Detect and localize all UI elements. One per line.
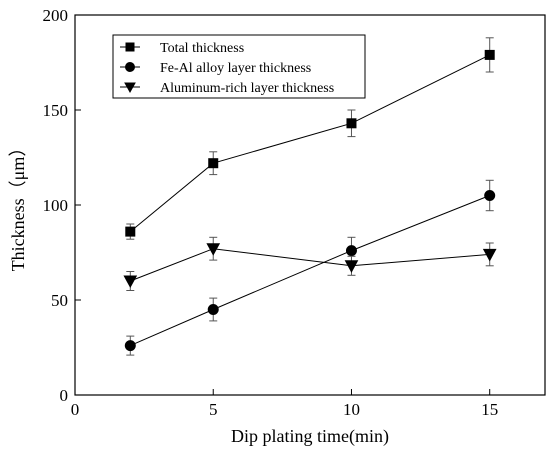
legend: Total thickness Fe-Al alloy layer thickn… — [112, 34, 366, 99]
x-tick-label: 0 — [71, 400, 80, 419]
data-point-square — [208, 158, 219, 169]
data-point-circle — [207, 304, 219, 315]
series-0 — [125, 37, 495, 240]
data-point-circle — [484, 190, 496, 201]
triangle-down-marker-icon — [124, 82, 136, 94]
y-tick-label: 50 — [51, 291, 68, 310]
y-axis-title: Thickness（μm） — [8, 139, 28, 272]
data-point-triangle-down — [123, 275, 138, 289]
data-point-circle — [124, 340, 136, 352]
legend-item-total: Total thickness — [120, 41, 244, 56]
x-tick-label: 15 — [481, 400, 498, 419]
series-1 — [124, 179, 496, 356]
x-tick-label: 5 — [209, 400, 218, 419]
data-point-circle — [345, 245, 357, 257]
data-point-triangle-down — [344, 260, 359, 273]
legend-label-fe-al: Fe-Al alloy layer thickness — [160, 61, 311, 76]
y-tick-label: 100 — [43, 196, 69, 215]
series-line — [130, 248, 490, 282]
x-tick-label: 10 — [343, 400, 360, 419]
legend-item-aluminum-rich: Aluminum-rich layer thickness — [120, 81, 334, 96]
data-point-triangle-down — [482, 248, 497, 262]
y-tick-label: 0 — [60, 386, 69, 405]
data-point-triangle-down — [206, 243, 221, 256]
y-tick-label: 150 — [43, 101, 69, 120]
legend-label-total: Total thickness — [160, 41, 244, 56]
data-point-square — [346, 118, 357, 129]
data-point-square — [125, 226, 136, 237]
series-2 — [123, 236, 497, 291]
square-marker-icon — [125, 42, 135, 52]
series-line — [130, 195, 490, 347]
series-layer — [123, 37, 497, 356]
series-line — [129, 54, 490, 232]
circle-marker-icon — [125, 62, 135, 72]
x-axis-title: Dip plating time(min) — [231, 426, 389, 447]
y-tick-label: 200 — [43, 6, 69, 25]
legend-label-aluminum-rich: Aluminum-rich layer thickness — [160, 81, 334, 96]
legend-item-fe-al: Fe-Al alloy layer thickness — [120, 61, 311, 76]
data-point-square — [484, 49, 495, 60]
legend-box — [112, 34, 366, 99]
